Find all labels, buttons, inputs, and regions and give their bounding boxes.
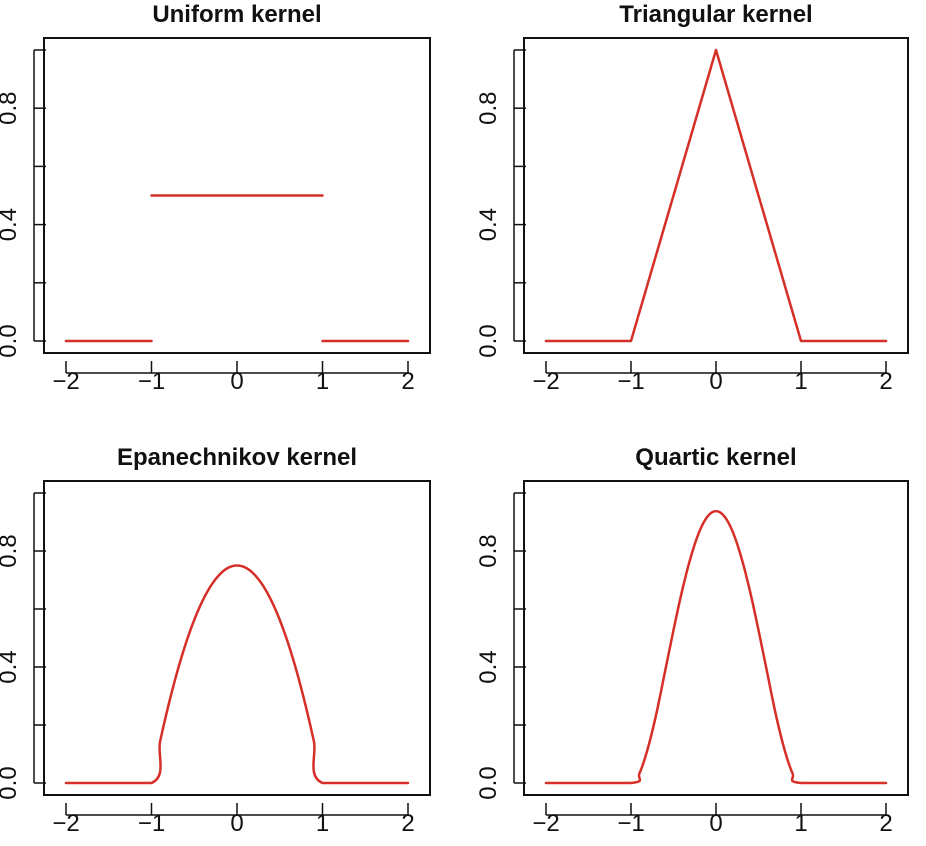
y-tick-label: 0.4 — [475, 208, 502, 241]
x-tick-label: −2 — [532, 368, 559, 395]
panel-triangular: Triangular kernel −2 −1 0 1 2 0.0 0.4 0.8 — [475, 1, 909, 395]
x-tick-label: 0 — [230, 810, 243, 837]
x-tick-label: −2 — [52, 810, 79, 837]
x-tick-label: −1 — [617, 368, 644, 395]
y-tick-label: 0.4 — [475, 650, 502, 683]
x-tick-label: 0 — [230, 368, 243, 395]
panel-epanechnikov: Epanechnikov kernel −2 −1 0 1 2 0.0 0.4 0.8 — [0, 444, 431, 837]
x-tick-label: 0 — [709, 810, 722, 837]
chart-title: Epanechnikov kernel — [117, 444, 357, 471]
triangular-kernel-line — [544, 48, 888, 343]
y-tick-label: 0.0 — [0, 766, 22, 799]
x-tick-label: −1 — [617, 810, 644, 837]
x-tick-label: 2 — [401, 368, 414, 395]
x-tick-label: 1 — [794, 810, 807, 837]
panel-uniform: Uniform kernel −2 −1 0 1 2 0.0 0.4 0.8 — [0, 1, 431, 395]
chart-title: Uniform kernel — [152, 1, 321, 28]
x-tick-label: −2 — [52, 368, 79, 395]
plot-frame — [523, 37, 909, 354]
x-tick-label: 1 — [316, 810, 329, 837]
x-tick-label: −2 — [532, 810, 559, 837]
x-tick-label: 1 — [316, 368, 329, 395]
y-tick-label: 0.8 — [475, 92, 502, 125]
plot-frame — [43, 37, 431, 354]
epanechnikov-kernel-line — [64, 564, 410, 785]
x-tick-label: −1 — [138, 810, 165, 837]
y-tick-label: 0.0 — [475, 766, 502, 799]
quartic-kernel-line — [544, 509, 888, 785]
plot-frame — [43, 480, 431, 796]
panel-quartic: Quartic kernel −2 −1 0 1 2 0.0 0.4 0.8 — [475, 444, 909, 837]
x-tick-label: 1 — [794, 368, 807, 395]
y-tick-label: 0.0 — [0, 324, 22, 357]
chart-title: Quartic kernel — [635, 444, 796, 471]
x-tick-label: 2 — [401, 810, 414, 837]
y-tick-label: 0.8 — [475, 534, 502, 567]
y-tick-label: 0.4 — [0, 208, 22, 241]
x-tick-label: 2 — [879, 810, 892, 837]
y-tick-label: 0.8 — [0, 534, 22, 567]
x-tick-label: 0 — [709, 368, 722, 395]
chart-title: Triangular kernel — [619, 1, 812, 28]
y-tick-label: 0.4 — [0, 650, 22, 683]
y-tick-label: 0.0 — [475, 324, 502, 357]
x-tick-label: 2 — [879, 368, 892, 395]
x-tick-label: −1 — [138, 368, 165, 395]
plot-frame — [523, 480, 909, 796]
y-tick-label: 0.8 — [0, 92, 22, 125]
